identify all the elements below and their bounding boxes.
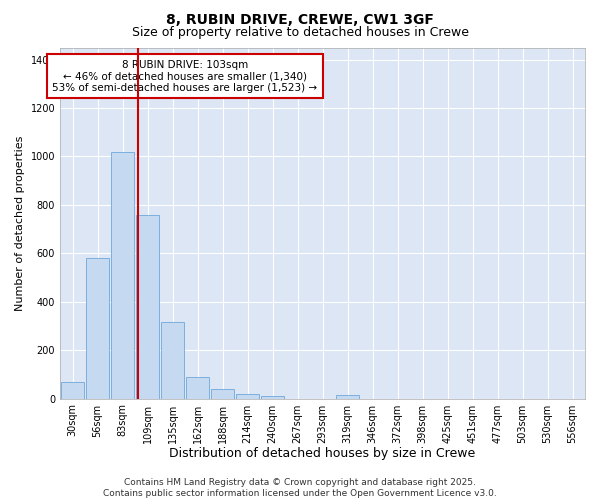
- X-axis label: Distribution of detached houses by size in Crewe: Distribution of detached houses by size …: [169, 447, 476, 460]
- Bar: [185, 377, 209, 398]
- Text: Contains HM Land Registry data © Crown copyright and database right 2025.
Contai: Contains HM Land Registry data © Crown c…: [103, 478, 497, 498]
- Bar: [260, 396, 284, 398]
- Bar: [61, 382, 85, 398]
- Bar: [161, 322, 184, 398]
- Text: Size of property relative to detached houses in Crewe: Size of property relative to detached ho…: [131, 26, 469, 39]
- Text: 8, RUBIN DRIVE, CREWE, CW1 3GF: 8, RUBIN DRIVE, CREWE, CW1 3GF: [166, 12, 434, 26]
- Bar: [236, 394, 259, 398]
- Y-axis label: Number of detached properties: Number of detached properties: [15, 136, 25, 310]
- Bar: [211, 389, 235, 398]
- Text: 8 RUBIN DRIVE: 103sqm
← 46% of detached houses are smaller (1,340)
53% of semi-d: 8 RUBIN DRIVE: 103sqm ← 46% of detached …: [52, 60, 317, 93]
- Bar: [136, 214, 160, 398]
- Bar: [335, 395, 359, 398]
- Bar: [110, 152, 134, 398]
- Bar: [86, 258, 109, 398]
